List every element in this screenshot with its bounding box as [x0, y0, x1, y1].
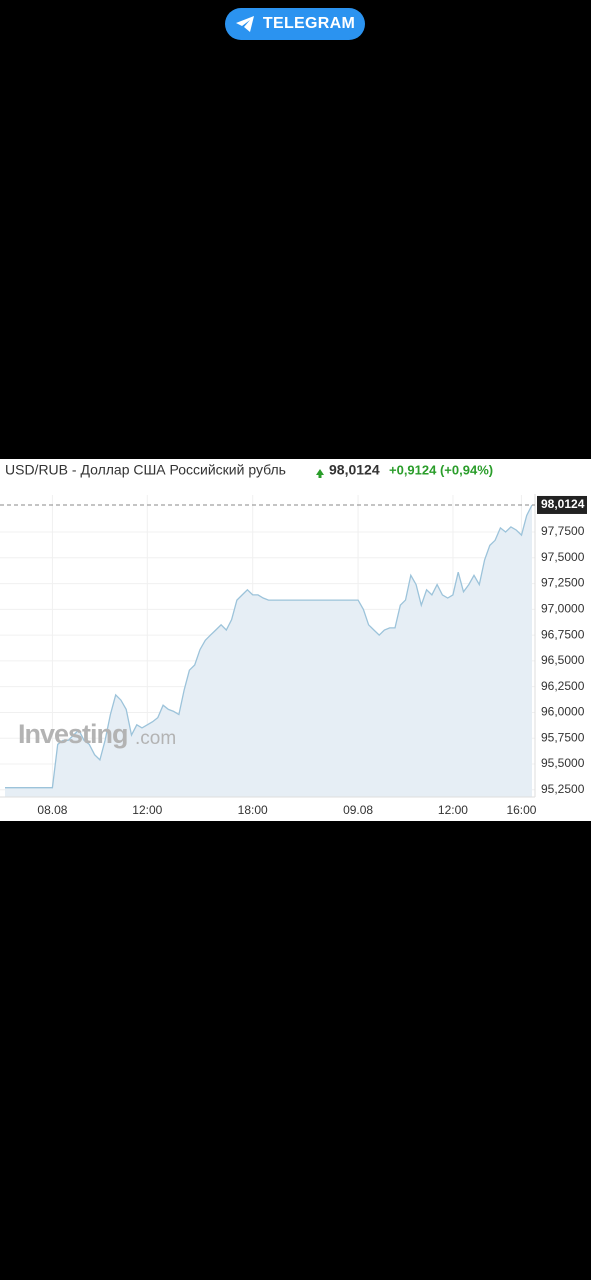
y-tick-label: 97,7500 — [541, 524, 585, 538]
telegram-icon — [235, 16, 254, 32]
header-price: 98,0124 — [329, 462, 380, 478]
price-box-label: 98,0124 — [541, 497, 585, 511]
x-tick-label: 16:00 — [506, 803, 536, 817]
y-tick-label: 95,2500 — [541, 782, 585, 796]
x-tick-label: 12:00 — [132, 803, 162, 817]
price-box — [537, 495, 587, 514]
y-tick-label: 95,5000 — [541, 756, 585, 770]
y-tick-label: 96,2500 — [541, 679, 585, 693]
y-tick-label: 96,7500 — [541, 627, 585, 641]
x-tick-label: 08.08 — [37, 803, 67, 817]
watermark-suffix: .com — [135, 728, 176, 749]
y-tick-label: 96,0000 — [541, 705, 585, 719]
y-tick-label: 97,2500 — [541, 576, 585, 590]
x-tick-label: 12:00 — [438, 803, 468, 817]
x-axis: 08.08 12:00 18:00 09.08 12:00 16:00 — [37, 803, 536, 817]
x-tick-label: 18:00 — [238, 803, 268, 817]
telegram-button[interactable]: TELEGRAM — [225, 8, 365, 40]
up-arrow — [316, 469, 324, 478]
area-fill — [5, 505, 532, 797]
y-tick-label: 96,5000 — [541, 653, 585, 667]
header-change: +0,9124 (+0,94%) — [389, 462, 493, 477]
x-tick-label: 09.08 — [343, 803, 373, 817]
price-line — [5, 504, 533, 789]
button-label: TELEGRAM — [262, 15, 356, 32]
y-tick-label: 97,5000 — [541, 550, 585, 564]
pair-title: USD/RUB - Доллар США Российский рубль — [5, 462, 286, 478]
y-tick-label: 97,0000 — [541, 602, 585, 616]
watermark: Investing — [18, 719, 128, 749]
y-tick-label: 95,7500 — [541, 730, 585, 744]
chart: USD/RUB - Доллар США Российский рубль 98… — [0, 459, 591, 821]
